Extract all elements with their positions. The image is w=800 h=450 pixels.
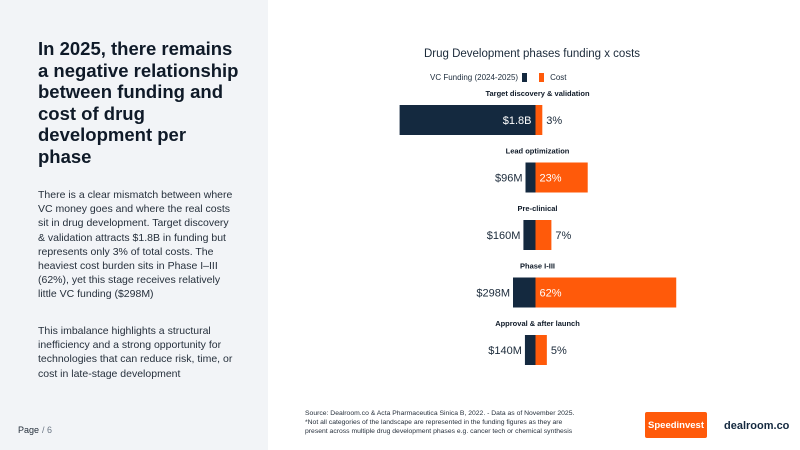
funding-value-label: $1.8B (503, 115, 532, 127)
funding-bar (524, 335, 536, 365)
cost-value-label: 3% (546, 115, 562, 127)
cost-value-label: 5% (551, 345, 567, 357)
cost-bar (535, 277, 677, 308)
body-paragraph-2: This imbalance highlights a structural i… (38, 325, 233, 380)
cost-bar (535, 220, 552, 250)
page-count: / 6 (42, 425, 53, 435)
cost-value-label: 23% (540, 173, 562, 185)
funding-bar (523, 220, 536, 250)
category-label: Pre-clinical (517, 204, 557, 213)
funding-value-label: $160M (487, 230, 521, 242)
cost-value-label: 7% (555, 230, 571, 242)
legend-funding-swatch (522, 73, 528, 82)
chart-title: Drug Development phases funding x costs (423, 48, 641, 60)
chart-legend: VC Funding (2024-2025) Cost (430, 73, 567, 82)
funding-bar (513, 277, 536, 308)
cost-bar (535, 162, 588, 193)
cost-bar (535, 335, 547, 365)
funding-value-label: $140M (488, 345, 522, 357)
funding-value-label: $298M (476, 288, 510, 300)
category-label: Lead optimization (506, 147, 570, 156)
funding-value-label: $96M (495, 173, 523, 185)
page-label: Page (18, 425, 40, 435)
page-number: Page/ 6 (18, 425, 52, 435)
category-label: Phase I-III (520, 262, 555, 271)
cost-value-label: 62% (540, 288, 562, 300)
cost-bar (535, 105, 543, 135)
source-line-2: *Not all categories of the landscape are… (305, 418, 563, 426)
funding-bar (399, 105, 536, 135)
left-panel (0, 0, 268, 450)
source-note: Source: Dealroom.co & Acta Pharmaceutica… (305, 410, 615, 436)
category-label: Approval & after launch (495, 319, 580, 328)
page-title: In 2025, there remains a negative relati… (38, 38, 239, 167)
source-line-3: present across multiple drug development… (305, 427, 573, 435)
category-label: Target discovery & validation (485, 89, 589, 98)
speedinvest-logo: Speedinvest (645, 412, 707, 438)
body-paragraph-1: There is a clear mismatch between where … (38, 189, 233, 301)
legend-cost-label: Cost (550, 73, 567, 82)
source-line-1: Source: Dealroom.co & Acta Pharmaceutica… (305, 410, 575, 417)
dealroom-logo: dealroom.co (724, 420, 790, 432)
funding-bar (525, 162, 536, 193)
legend-cost-swatch (539, 73, 545, 82)
legend-funding-label: VC Funding (2024-2025) (430, 73, 519, 82)
